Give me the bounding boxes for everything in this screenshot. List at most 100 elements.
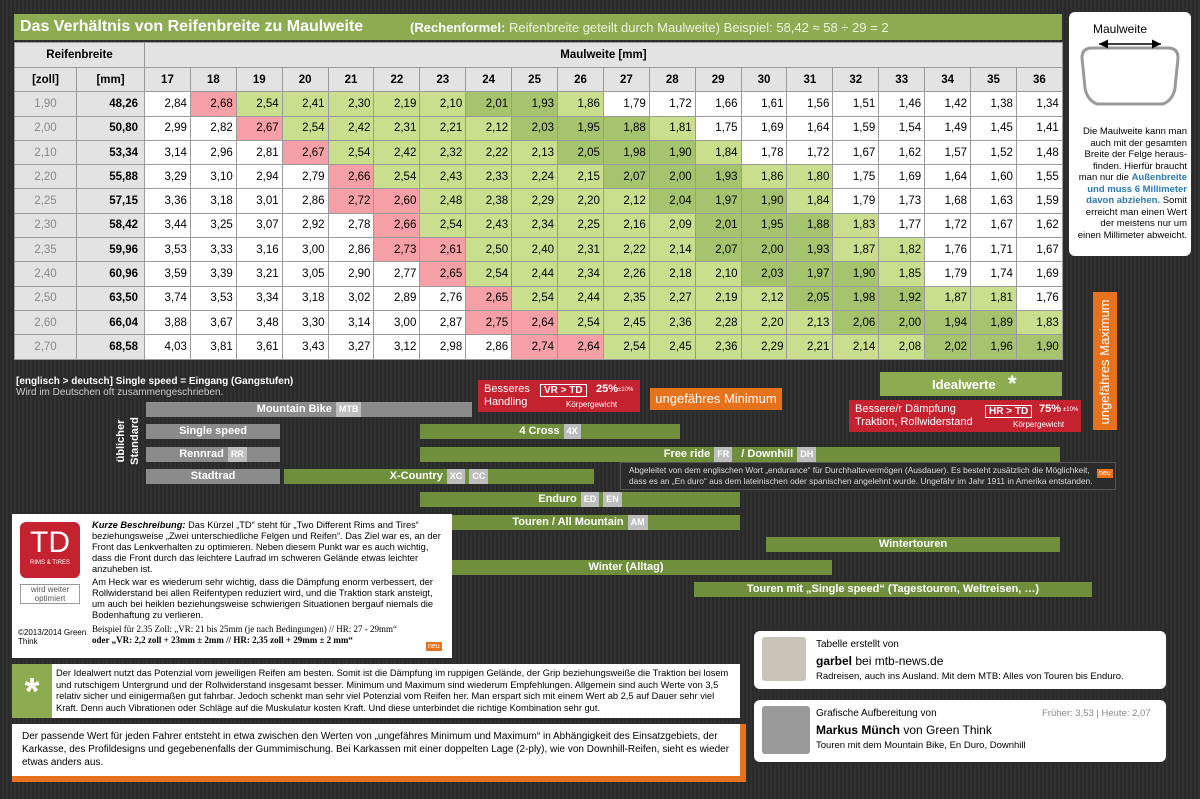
ratio-cell: 1,71: [970, 237, 1017, 263]
ratio-cell: 3,21: [235, 261, 283, 287]
ratio-cell: 1,76: [924, 237, 972, 263]
ratio-cell: 3,53: [189, 285, 237, 311]
ratio-cell: 2,12: [740, 285, 788, 311]
ratio-cell: 2,54: [419, 212, 467, 239]
ratio-cell: 1,62: [878, 139, 926, 166]
bar-stadtrad: Stadtrad: [146, 469, 280, 484]
maulweite-box: Maulweite Die Maulweite kann man auch mi…: [1069, 12, 1191, 256]
ratio-cell: 2,03: [511, 115, 559, 141]
ratio-cell: 1,69: [878, 164, 926, 190]
ratio-cell: 1,90: [648, 139, 696, 166]
ratio-cell: 2,34: [557, 261, 604, 287]
ratio-cell: 1,69: [740, 115, 788, 141]
ratio-cell: 1,93: [694, 164, 742, 190]
ratio-cell: 2,14: [832, 334, 880, 360]
ratio-cell: 1,46: [878, 91, 926, 117]
tire-mm-cell: 55,88: [76, 164, 145, 190]
ratio-cell: 2,29: [740, 334, 788, 360]
ratio-cell: 1,87: [924, 285, 972, 311]
ratio-cell: 2,54: [602, 334, 650, 360]
ratio-cell: 3,39: [189, 261, 237, 287]
minimum-label: ungefähres Minimum: [650, 388, 782, 410]
credit-garbel: Tabelle erstellt von garbel bei mtb-news…: [754, 631, 1166, 689]
ratio-cell: 1,75: [832, 164, 880, 190]
ratio-cell: 2,36: [648, 309, 696, 336]
ratio-cell: 3,36: [144, 188, 191, 214]
tire-inch-cell: 1,90: [14, 91, 77, 117]
ratio-cell: 2,61: [419, 237, 467, 263]
markus-avatar: [762, 706, 810, 754]
ratio-cell: 2,12: [465, 115, 513, 141]
credit-markus: Grafische Aufbereitung von Früher: 3,53 …: [754, 700, 1166, 762]
ratio-cell: 2,27: [648, 285, 696, 311]
ratio-cell: 2,21: [419, 115, 467, 141]
rim-width-tick: 24: [465, 66, 513, 93]
ratio-cell: 2,78: [327, 212, 375, 239]
ratio-cell: 2,98: [419, 334, 467, 360]
rim-width-tick: 18: [189, 66, 237, 93]
asterisk-icon: *: [12, 664, 52, 718]
ratio-cell: 1,88: [602, 115, 650, 141]
maulweite-label: Maulweite: [1093, 22, 1148, 36]
ratio-cell: 2,54: [373, 164, 421, 190]
ratio-cell: 2,34: [511, 212, 559, 239]
ratio-cell: 2,64: [511, 309, 559, 336]
standard-label: üblicher Standard: [115, 417, 141, 465]
rim-width-tick: 17: [144, 66, 191, 93]
ratio-cell: 1,79: [924, 261, 972, 287]
bar-winter-alltag: Winter (Alltag): [420, 560, 832, 575]
ratio-cell: 1,59: [832, 115, 880, 141]
table-row: 2,50 63,50 3,74 3,53 3,34 3,18 3,02 2,89 2,76 2,6…: [14, 285, 1063, 311]
ratio-cell: 1,45: [970, 115, 1017, 141]
ratio-cell: 2,00: [740, 237, 788, 263]
ratio-cell: 2,20: [557, 188, 604, 214]
ratio-cell: 2,07: [602, 164, 650, 190]
ratio-cell: 1,95: [557, 115, 604, 141]
ratio-cell: 2,77: [373, 261, 421, 287]
ratio-cell: 2,32: [419, 139, 467, 166]
rim-width-tick: 28: [648, 66, 696, 93]
ratio-cell: 3,81: [189, 334, 237, 360]
ratio-cell: 1,83: [1015, 309, 1063, 336]
rim-diagram: [1080, 39, 1180, 106]
rim-width-tick: 22: [373, 66, 421, 93]
ratio-cell: 2,64: [557, 334, 604, 360]
inch-header: [zoll]: [14, 66, 77, 93]
ratio-cell: 2,54: [465, 261, 513, 287]
rim-width-tick: 26: [557, 66, 604, 93]
ratio-cell: 1,54: [878, 115, 926, 141]
ratio-cell: 3,44: [144, 212, 191, 239]
tire-mm-cell: 57,15: [76, 188, 145, 214]
ratio-cell: 2,09: [648, 212, 696, 239]
ratio-cell: 1,80: [786, 164, 834, 190]
ratio-cell: 1,57: [924, 139, 972, 166]
ratio-cell: 2,38: [465, 188, 513, 214]
ratio-cell: 3,61: [235, 334, 283, 360]
maulweite-text: Die Maulweite kann man auch mit der gesa…: [1077, 126, 1187, 241]
ratio-cell: 2,44: [511, 261, 559, 287]
rim-width-tick: 32: [832, 66, 880, 93]
ratio-cell: 1,81: [970, 285, 1017, 311]
table-row: 2,60 66,04 3,88 3,67 3,48 3,30 3,14 3,00 2,87 2,7…: [14, 309, 1063, 336]
rim-width-tick: 34: [924, 66, 972, 93]
ratio-cell: 1,95: [740, 212, 788, 239]
tire-mm-cell: 58,42: [76, 212, 145, 239]
ratio-cell: 3,29: [144, 164, 191, 190]
tire-width-header: Reifenbreite: [14, 42, 145, 68]
ratio-cell: 3,00: [373, 309, 421, 336]
ratio-cell: 2,68: [189, 91, 237, 117]
ratio-cell: 2,96: [189, 139, 237, 166]
ideal-star-icon: *: [1008, 371, 1017, 396]
ratio-cell: 2,54: [327, 139, 375, 166]
ratio-cell: 2,81: [235, 139, 283, 166]
td-logo: TD RIMS & TIRES: [20, 522, 80, 578]
rim-width-tick: 23: [419, 66, 467, 93]
title-bar: Das Verhältnis von Reifenbreite zu Maulw…: [14, 14, 1062, 40]
ratio-cell: 1,67: [832, 139, 880, 166]
ratio-cell: 1,86: [740, 164, 788, 190]
ratio-cell: 3,02: [327, 285, 375, 311]
ratio-cell: 3,48: [235, 309, 283, 336]
ratio-cell: 2,87: [419, 309, 467, 336]
ratio-cell: 3,25: [189, 212, 237, 239]
ratio-cell: 2,12: [602, 188, 650, 214]
